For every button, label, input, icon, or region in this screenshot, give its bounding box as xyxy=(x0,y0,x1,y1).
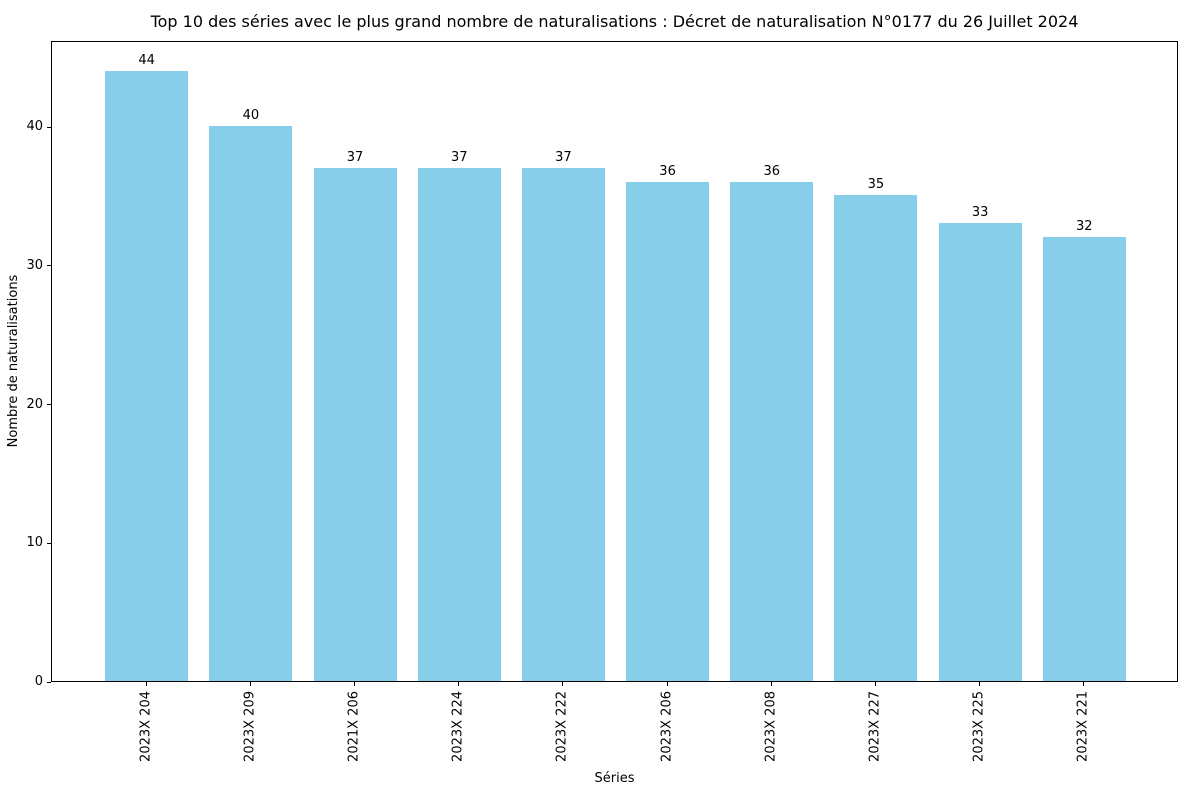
bar-value-label: 33 xyxy=(971,205,989,221)
x-tick xyxy=(562,682,564,686)
x-tick xyxy=(770,682,772,686)
bar xyxy=(417,167,501,681)
y-axis-label: Nombre de naturalisations xyxy=(6,274,21,448)
y-tick xyxy=(47,542,51,544)
x-tick-label: 2023X 208 xyxy=(763,691,779,762)
bar xyxy=(521,167,605,681)
y-tick-label: 40 xyxy=(26,119,43,135)
x-tick xyxy=(979,682,981,686)
x-tick-label: 2023X 222 xyxy=(554,691,570,762)
bar xyxy=(1042,237,1126,681)
bars-layer: 44 40 37 37 37 36 36 35 33 32 xyxy=(52,42,1177,681)
bar-value-label: 32 xyxy=(1076,219,1093,235)
x-tick xyxy=(354,682,356,686)
x-tick-label: 2023X 224 xyxy=(450,691,466,762)
x-tick-label: 2023X 206 xyxy=(659,691,675,762)
bar xyxy=(730,181,814,681)
x-tick xyxy=(249,682,251,686)
bar-value-label: 44 xyxy=(138,52,155,68)
bar xyxy=(209,126,293,681)
bar xyxy=(105,70,189,681)
y-tick-label: 20 xyxy=(26,396,43,412)
y-tick-label: 0 xyxy=(34,674,43,689)
x-axis-label: Séries xyxy=(594,771,635,786)
x-tick-label: 2021X 206 xyxy=(346,691,362,762)
x-tick-label: 2023X 221 xyxy=(1075,691,1091,762)
y-tick-label: 30 xyxy=(26,257,43,273)
bar xyxy=(313,167,397,681)
y-tick xyxy=(47,265,51,267)
chart-title: Top 10 des séries avec le plus grand nom… xyxy=(150,12,1079,31)
bar xyxy=(626,181,710,681)
bar-value-label: 40 xyxy=(242,108,260,124)
x-tick xyxy=(458,682,460,686)
x-tick-label: 2023X 209 xyxy=(242,691,258,762)
bar-value-label: 36 xyxy=(763,163,781,179)
bar-value-label: 37 xyxy=(450,149,468,165)
bar-value-label: 36 xyxy=(659,163,676,179)
y-tick xyxy=(47,681,51,683)
plot-area: 44 40 37 37 37 36 36 35 33 32 xyxy=(51,41,1178,682)
x-tick xyxy=(1083,682,1085,686)
y-tick-label: 10 xyxy=(26,535,43,551)
x-tick xyxy=(874,682,876,686)
x-tick xyxy=(666,682,668,686)
bar-value-label: 37 xyxy=(346,149,364,165)
y-tick xyxy=(47,126,51,128)
x-tick-label: 2023X 225 xyxy=(971,691,987,762)
x-tick-label: 2023X 227 xyxy=(867,691,883,762)
bar xyxy=(834,195,918,681)
x-tick xyxy=(145,682,147,686)
bar-value-label: 35 xyxy=(867,177,885,193)
bar xyxy=(938,223,1022,681)
x-tick-label: 2023X 204 xyxy=(138,691,154,762)
bar-value-label: 37 xyxy=(555,149,572,165)
y-tick xyxy=(47,404,51,405)
